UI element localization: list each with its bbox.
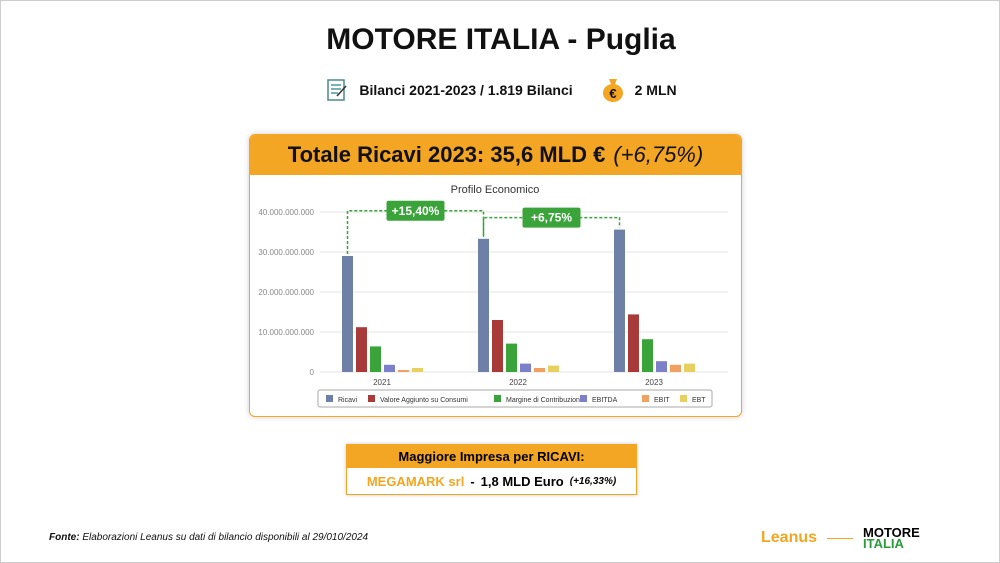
bilanci-label: Bilanci 2021-2023 / 1.819 Bilanci bbox=[359, 82, 573, 98]
bar-ebitda-2022 bbox=[520, 363, 531, 372]
source-text: Elaborazioni Leanus su dati di bilancio … bbox=[79, 532, 369, 543]
bar-ebt-2021 bbox=[412, 368, 423, 372]
bar-ricavi-2022 bbox=[478, 238, 489, 372]
legend-swatch bbox=[642, 395, 649, 402]
bar-valore-aggiunto-su-consumi-2022 bbox=[492, 320, 503, 372]
revenue-card: Totale Ricavi 2023: 35,6 MLD € (+6,75%) P… bbox=[249, 134, 742, 417]
bar-valore-aggiunto-su-consumi-2021 bbox=[356, 327, 367, 372]
growth-label: +6,75% bbox=[531, 211, 572, 225]
legend-label: Margine di Contribuzione bbox=[506, 397, 584, 404]
chart-title: Profilo Economico bbox=[451, 184, 540, 196]
profilo-economico-chart: Profilo Economico 0 10.000.000.000 20.000.0… bbox=[258, 184, 728, 408]
bar-ricavi-2023 bbox=[614, 229, 625, 372]
source-note: Fonte: Elaborazioni Leanus su dati di bi… bbox=[49, 532, 368, 543]
top-company-heading: Maggiore Impresa per RICAVI: bbox=[347, 445, 636, 468]
legend-label: EBITDA bbox=[592, 397, 618, 404]
bar-ebitda-2021 bbox=[384, 364, 395, 372]
bar-ricavi-2021 bbox=[342, 256, 353, 372]
x-tick-label: 2023 bbox=[645, 378, 663, 387]
legend-label: Valore Aggiunto su Consumi bbox=[380, 397, 468, 404]
legend-swatch bbox=[494, 395, 501, 402]
bar-ebit-2021 bbox=[398, 370, 409, 372]
bar-ebitda-2023 bbox=[656, 361, 667, 372]
bar-ebit-2022 bbox=[534, 368, 545, 372]
document-icon bbox=[327, 79, 347, 101]
legend-box bbox=[317, 389, 713, 408]
bar-margine-di-contribuzione-2021 bbox=[370, 346, 381, 372]
divider bbox=[827, 537, 854, 539]
legend-swatch bbox=[326, 395, 333, 402]
top-company-growth: (+16,33%) bbox=[569, 476, 617, 487]
logo-motore: MOTORE bbox=[863, 525, 920, 540]
growth-badge bbox=[386, 200, 445, 221]
leanus-logo: Leanus bbox=[761, 529, 818, 546]
logo-italia: ITALIA bbox=[863, 536, 904, 551]
page-title: MOTORE ITALIA - Puglia bbox=[326, 23, 676, 56]
source-label: Fonte: bbox=[49, 532, 80, 543]
logos: Leanus MOTORE ITALIA bbox=[761, 525, 920, 551]
growth-badge bbox=[522, 207, 581, 228]
top-company-box: Maggiore Impresa per RICAVI: MEGAMARK sr… bbox=[346, 444, 637, 495]
motore-italia-logo: MOTORE ITALIA bbox=[863, 525, 920, 551]
bar-ebit-2023 bbox=[670, 364, 681, 372]
threshold-label: 2 MLN bbox=[634, 82, 677, 98]
svg-text:€: € bbox=[609, 86, 616, 101]
legend-label: Ricavi bbox=[338, 397, 358, 404]
legend-swatch bbox=[368, 395, 375, 402]
x-tick-label: 2021 bbox=[373, 378, 391, 387]
y-tick-label: 10.000.000.000 bbox=[258, 328, 314, 337]
y-tick-label: 0 bbox=[310, 368, 315, 377]
growth-label: +15,40% bbox=[392, 204, 440, 218]
y-tick-label: 40.000.000.000 bbox=[258, 208, 314, 217]
legend-swatch bbox=[680, 395, 687, 402]
top-company-revenue: 1,8 MLD Euro bbox=[480, 474, 564, 489]
bar-ebt-2022 bbox=[548, 365, 559, 372]
bar-margine-di-contribuzione-2022 bbox=[506, 343, 517, 372]
bar-ebt-2023 bbox=[684, 363, 695, 372]
top-company-name: MEGAMARK srl bbox=[366, 474, 465, 489]
card-header: Totale Ricavi 2023: 35,6 MLD € (+6,75%) bbox=[250, 135, 741, 175]
legend-label: EBIT bbox=[654, 397, 670, 404]
legend-label: EBT bbox=[692, 397, 706, 404]
separator: - bbox=[470, 474, 475, 489]
subtitle-row: Bilanci 2021-2023 / 1.819 Bilanci € 2 ML… bbox=[1, 77, 1000, 103]
card-growth: (+6,75%) bbox=[613, 142, 704, 167]
y-tick-label: 30.000.000.000 bbox=[258, 248, 314, 257]
legend-swatch bbox=[580, 395, 587, 402]
bar-margine-di-contribuzione-2023 bbox=[642, 339, 653, 372]
money-bag-icon: € bbox=[602, 79, 623, 102]
bar-valore-aggiunto-su-consumi-2023 bbox=[628, 314, 639, 372]
x-tick-label: 2022 bbox=[509, 378, 527, 387]
y-tick-label: 20.000.000.000 bbox=[258, 288, 314, 297]
card-title: Totale Ricavi 2023: 35,6 MLD € bbox=[287, 142, 606, 167]
